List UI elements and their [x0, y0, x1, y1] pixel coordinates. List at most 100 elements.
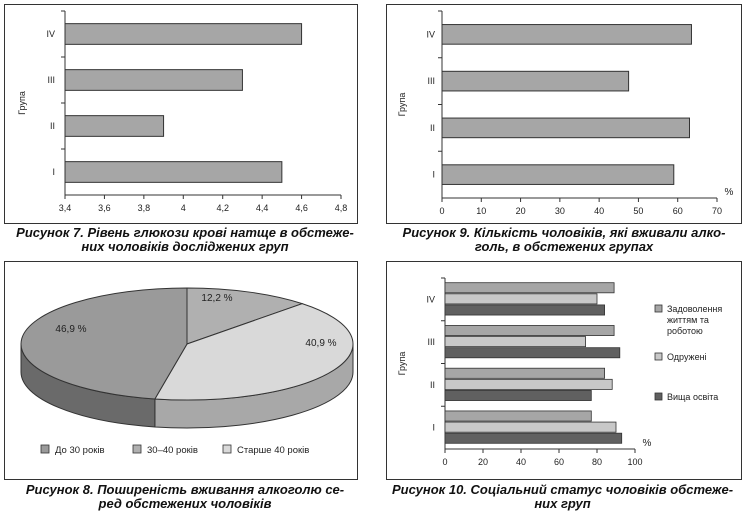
fig9-caption: Рисунок 9. Кількість чоловіків, які вжив…	[383, 226, 745, 254]
x-tick-label: 3,4	[59, 203, 72, 213]
x-tick-label: 20	[478, 457, 488, 467]
pie-slice	[186, 287, 304, 345]
fig10-caption-line2: них груп	[534, 496, 591, 511]
pie-slice	[154, 303, 354, 401]
x-tick-label: 40	[594, 206, 604, 216]
pie-data-label: 40,9 %	[305, 338, 336, 349]
y-tick-label: I	[52, 167, 55, 177]
bar	[444, 325, 615, 336]
legend-label: Старше 40 років	[237, 445, 309, 456]
bar	[444, 347, 621, 359]
x-tick-label: 20	[516, 206, 526, 216]
legend-entry: 30–40 років	[132, 444, 198, 456]
legend-entry: Задоволення життям та роботою	[654, 304, 722, 336]
fig10-caption-line1: Рисунок 10. Соціальний статус чоловіків …	[391, 482, 734, 497]
fig7-caption-line1: Рисунок 7. Рівень глюкози крові натще в …	[16, 225, 354, 240]
fig7-panel: 3,4 3,6 3,8 4 4,2 4,4 4,6 4,8 Група I II III IV	[4, 4, 358, 224]
legend-swatch	[132, 444, 142, 454]
bar	[444, 336, 587, 348]
fig9-panel: 0 10 20 30 40 50 60 70% Група I II III IV	[386, 4, 742, 224]
x-tick-label: 4,2	[216, 203, 229, 213]
x-tick-label: 70	[712, 206, 722, 216]
bar	[64, 23, 303, 45]
legend-swatch	[654, 304, 663, 313]
fig8-caption-line2: ред обстежених чоловіків	[98, 496, 272, 511]
bar	[444, 304, 606, 316]
legend-entry: Одружені	[654, 352, 707, 362]
x-tick-label: 4,8	[335, 203, 348, 213]
x-tick-label: 60	[554, 457, 564, 467]
legend-label: До 30 років	[55, 445, 105, 456]
legend-label: Задоволення життям та роботою	[667, 304, 722, 336]
fig8-panel: 12,2 % 40,9 % 46,9 % До 30 років 30–40 років…	[4, 261, 358, 480]
pie-data-label: 12,2 %	[201, 293, 232, 304]
legend-swatch	[222, 444, 232, 454]
x-tick-label: 4,6	[295, 203, 308, 213]
x-tick-label: 4,4	[256, 203, 269, 213]
y-tick-label: IV	[426, 294, 435, 304]
x-tick-label: 40	[516, 457, 526, 467]
bar	[444, 410, 592, 422]
fig9-caption-line1: Рисунок 9. Кількість чоловіків, які вжив…	[402, 225, 726, 240]
legend-entry: Вища освіта	[654, 392, 718, 402]
bar	[64, 161, 283, 183]
y-tick-label: IV	[46, 29, 55, 39]
bar	[444, 282, 615, 294]
legend-swatch	[654, 352, 663, 361]
y-tick-label: III	[47, 75, 55, 85]
bar	[441, 164, 675, 185]
legend-swatch	[40, 444, 50, 454]
fig7-caption-line2: них чоловіків досліджених груп	[81, 239, 289, 254]
y-tick-label: II	[430, 380, 435, 390]
pie-data-label: 46,9 %	[55, 324, 86, 335]
x-tick-label: 30	[555, 206, 565, 216]
bar	[444, 293, 598, 305]
x-tick-label: 0	[439, 206, 444, 216]
legend-swatch	[654, 392, 663, 401]
legend-label: Вища освіта	[667, 392, 718, 402]
y-axis-label: Група	[397, 352, 407, 376]
x-tick-label: 0	[442, 457, 447, 467]
fig7-caption: Рисунок 7. Рівень глюкози крові натще в …	[0, 226, 370, 254]
x-tick-label: 3,8	[138, 203, 151, 213]
bar	[444, 378, 613, 390]
pie-slice	[20, 287, 188, 400]
y-tick-label: III	[427, 76, 435, 86]
fig8-chart: 12,2 % 40,9 % 46,9 % До 30 років 30–40 років…	[20, 287, 354, 456]
bar	[444, 367, 606, 379]
bar	[444, 432, 623, 444]
y-tick-label: III	[427, 337, 435, 347]
fig8-caption-line1: Рисунок 8. Поширеність вживання алкоголю…	[25, 482, 345, 497]
x-tick-label: 4	[181, 203, 186, 213]
y-tick-label: IV	[426, 29, 435, 39]
y-axis-label: Група	[397, 93, 407, 117]
x-unit-label: %	[643, 438, 652, 449]
x-tick-label: 80	[592, 457, 602, 467]
y-axis-label: Група	[17, 91, 27, 115]
bar	[64, 115, 165, 137]
x-tick-label: 100	[627, 457, 642, 467]
x-tick-label: 50	[633, 206, 643, 216]
legend-entry: До 30 років	[40, 444, 105, 456]
x-tick-label: 3,6	[98, 203, 111, 213]
x-tick-label: 60	[673, 206, 683, 216]
y-tick-label: II	[50, 121, 55, 131]
y-tick-label: I	[432, 170, 435, 180]
x-unit-label: %	[725, 187, 734, 198]
legend-label: 30–40 років	[147, 445, 198, 456]
fig9-caption-line2: голь, в обстежених групах	[474, 239, 654, 254]
y-tick-label: II	[430, 123, 435, 133]
fig10-caption: Рисунок 10. Соціальний статус чоловіків …	[380, 483, 745, 511]
fig8-caption: Рисунок 8. Поширеність вживання алкоголю…	[0, 483, 370, 511]
x-tick-label: 10	[476, 206, 486, 216]
bar	[441, 24, 692, 45]
bar	[441, 117, 690, 139]
bar	[64, 69, 243, 91]
bar	[444, 421, 617, 433]
y-tick-label: I	[432, 423, 435, 433]
bar	[441, 70, 630, 92]
bar	[444, 390, 592, 401]
